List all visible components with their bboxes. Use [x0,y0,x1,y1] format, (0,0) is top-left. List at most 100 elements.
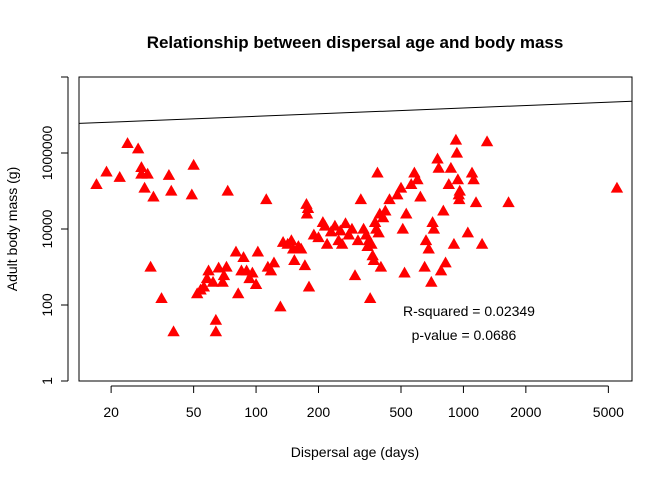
data-point [155,292,168,303]
data-point [371,166,384,178]
data-point [249,278,263,289]
data-point [243,272,256,284]
data-point [298,259,312,271]
data-point [167,325,180,337]
data-point [90,178,103,189]
data-point [209,325,223,337]
data-point [411,173,424,185]
data-point [391,188,404,200]
data-point [396,222,409,234]
data-point [405,178,418,189]
x-tick-label: 1000 [448,404,479,420]
data-point [437,204,450,216]
y-tick-label: 1 [39,377,55,385]
annotation-r-squared: R-squared = 0.02349 [403,303,535,319]
data-point [480,135,494,147]
data-point [425,275,438,287]
data-point [334,224,347,236]
data-point [461,226,475,238]
y-axis-label: Adult body mass (g) [4,167,20,292]
data-point [383,193,396,205]
data-point [444,161,458,173]
data-point [348,269,362,281]
annotation-p-value: p-value = 0.0686 [412,327,517,343]
data-point [422,242,435,254]
data-point [426,216,439,227]
data-point [301,202,315,213]
data-point [447,237,461,249]
data-point [229,245,243,257]
data-point [267,256,281,268]
data-point [400,207,413,219]
data-point [138,181,151,193]
data-point [475,237,489,249]
data-point [131,142,145,154]
data-point [246,266,259,278]
data-point [502,196,515,208]
data-point [434,264,448,276]
data-point [274,300,287,312]
data-point [209,313,223,325]
data-point [200,272,214,284]
y-tick-label: 100 [39,293,55,317]
data-point [206,275,220,287]
y-axis: 1 100 10000 1000000 [39,76,69,385]
chart-title: Relationship between dispersal age and b… [147,33,564,52]
x-tick-label: 50 [186,404,202,420]
data-point [285,234,298,246]
data-point [367,254,381,265]
data-point [300,207,314,219]
data-point [439,256,452,268]
data-point [165,184,178,196]
data-point [147,190,160,202]
data-point [197,280,211,292]
data-point [427,222,441,234]
data-point [100,165,113,177]
data-point [419,234,433,246]
data-point [187,158,200,170]
data-point [231,287,245,299]
data-point [376,211,390,223]
data-point [144,260,157,272]
data-point [372,226,385,238]
data-point [141,167,154,179]
x-axis-label: Dispersal age (days) [291,444,419,460]
data-point [363,292,377,303]
data-point [374,260,388,272]
data-point [288,254,301,265]
data-point [335,237,349,249]
data-point [237,251,250,262]
data-point [121,137,134,148]
data-point [465,166,479,178]
data-point [453,193,466,205]
data-point [113,171,126,182]
data-point [398,266,411,278]
data-point [220,260,233,272]
data-points [90,133,624,337]
data-point [302,280,316,292]
data-point [294,242,308,254]
regression-line [79,100,632,124]
data-point [264,264,278,276]
x-tick-label: 5000 [593,404,624,420]
data-point [216,275,229,287]
plot-frame [78,76,633,382]
x-tick-label: 20 [103,404,119,420]
data-point [467,173,480,185]
data-point [202,264,215,276]
data-point [339,217,352,229]
data-point [450,146,464,158]
data-point [365,237,378,249]
x-tick-label: 500 [389,404,413,420]
data-point [442,178,455,189]
y-tick-label: 10000 [39,209,55,248]
data-point [432,161,445,173]
data-point [328,219,342,231]
data-point [431,152,444,164]
data-point [221,184,234,196]
data-point [414,190,427,202]
data-point [260,193,273,205]
data-point [394,181,408,193]
data-point [449,133,463,145]
